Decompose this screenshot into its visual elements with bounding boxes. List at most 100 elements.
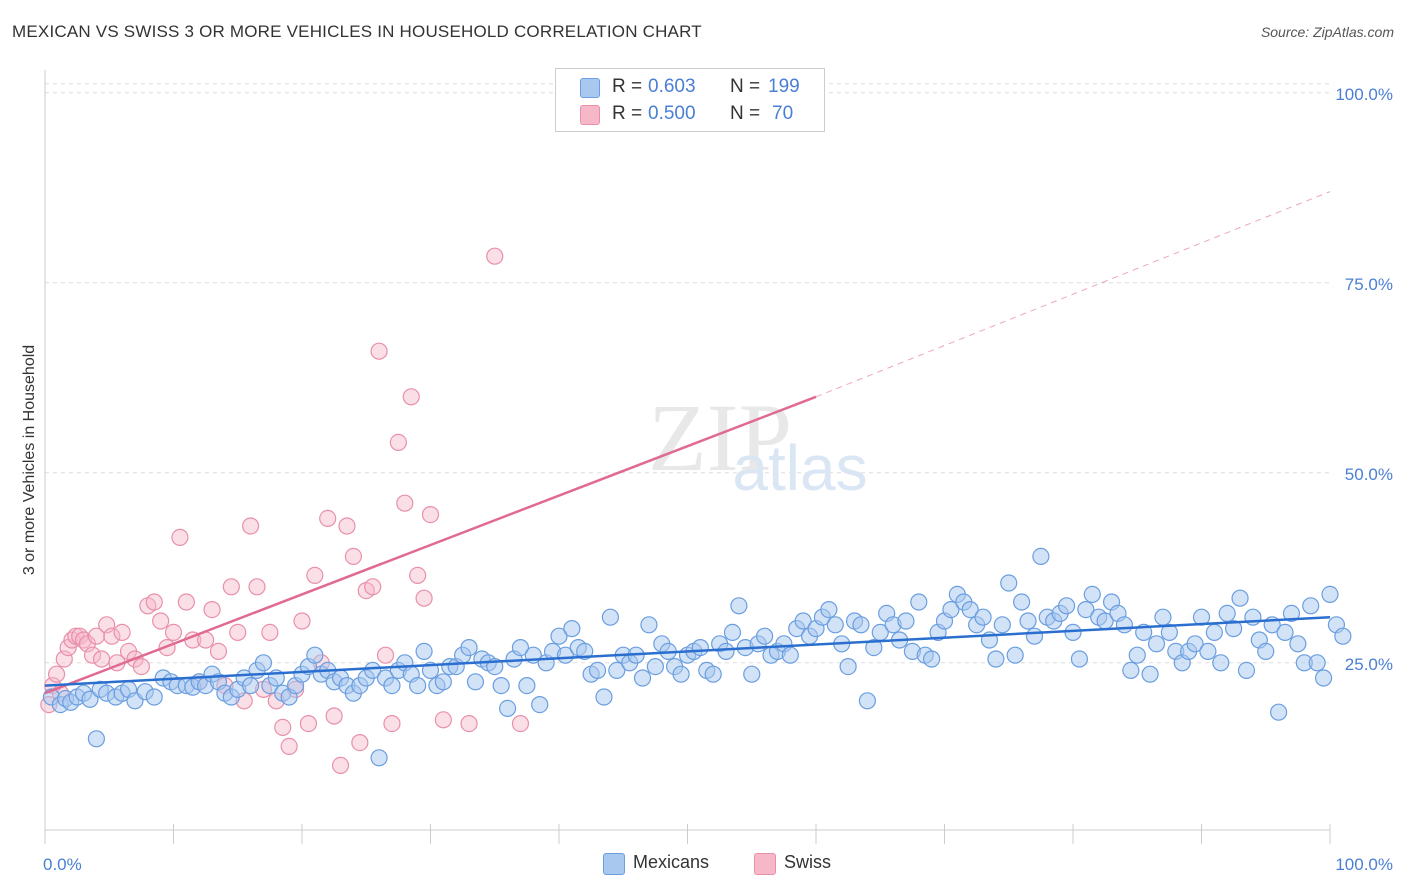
swiss-point: [396, 494, 414, 512]
swiss-point: [47, 665, 66, 683]
mexican-point: [1006, 646, 1024, 664]
swiss-point: [319, 509, 337, 528]
mexican-point: [563, 619, 581, 638]
swiss-point: [486, 247, 504, 265]
swiss-point: [376, 646, 395, 664]
swiss-point: [370, 342, 388, 360]
swiss-point: [280, 737, 298, 756]
mexican-point: [1186, 635, 1204, 653]
chart-title: MEXICAN VS SWISS 3 OR MORE VEHICLES IN H…: [12, 22, 702, 41]
mexican-point: [704, 665, 722, 683]
n-label: N =: [730, 103, 761, 124]
mexican-point: [1218, 604, 1236, 623]
mexican-point: [370, 749, 388, 767]
mexican-point: [460, 638, 478, 657]
mexican-point: [1032, 547, 1050, 566]
swiss-point: [242, 517, 260, 535]
mexican-point: [601, 608, 620, 626]
swiss-point: [83, 646, 102, 664]
watermark-zip: ZIP: [648, 384, 792, 491]
mexican-point: [1083, 585, 1101, 604]
swiss-point: [274, 718, 292, 737]
mexican-point: [1225, 619, 1243, 638]
mexican-point: [415, 642, 433, 661]
mexican-point: [1199, 642, 1217, 661]
n-value: 70: [772, 103, 794, 124]
x-tick-label: 0.0%: [43, 855, 82, 874]
swiss-point: [177, 593, 195, 611]
y-tick-label: 100.0%: [1335, 85, 1393, 104]
mexican-point: [1276, 623, 1294, 642]
watermark-atlas: atlas: [732, 432, 867, 504]
swiss-point: [293, 612, 311, 630]
mexican-point: [383, 676, 401, 695]
mexican-point: [1302, 597, 1320, 615]
mexican-point: [1269, 703, 1288, 721]
mexican-point: [633, 669, 652, 687]
swiss-point: [261, 623, 279, 642]
mexican-point: [306, 646, 324, 664]
mexican-point: [987, 650, 1005, 668]
mexicans-legend-swatch: [603, 853, 625, 875]
swiss-point: [113, 623, 131, 642]
mexican-point: [81, 690, 99, 708]
mexican-point: [858, 692, 877, 710]
mexican-point: [1314, 669, 1333, 687]
swiss-point: [409, 566, 427, 585]
mexican-trend-line: [44, 615, 1331, 687]
mexican-point: [531, 695, 549, 714]
mexican-point: [1231, 589, 1249, 607]
source-credit: Source: ZipAtlas.com: [1260, 24, 1394, 40]
mexican-point: [1212, 654, 1230, 672]
swiss-point: [248, 578, 266, 596]
mexican-point: [923, 650, 941, 668]
y-tick-label: 50.0%: [1345, 465, 1393, 484]
mexicans-swatch: [580, 78, 600, 98]
mexican-point: [974, 608, 992, 626]
grid-lines: [45, 83, 1330, 664]
mexican-point: [1282, 604, 1301, 623]
swiss-point: [421, 505, 440, 524]
mexican-point: [646, 657, 664, 676]
mexican-point: [588, 661, 607, 680]
swiss-point: [132, 657, 150, 676]
n-label: N =: [730, 76, 761, 97]
n-value: 199: [768, 76, 800, 97]
mexican-point: [1000, 574, 1018, 592]
swiss-point: [203, 600, 221, 619]
mexican-point: [1237, 661, 1256, 680]
mexican-point: [1128, 646, 1146, 664]
mexican-point: [364, 661, 382, 680]
swiss-point: [92, 650, 111, 668]
mexican-point: [1154, 608, 1172, 626]
swiss-point: [145, 593, 163, 611]
mexican-point: [839, 657, 857, 676]
mexican-point: [1160, 623, 1178, 642]
swiss-point: [344, 547, 362, 566]
mexican-point: [1019, 612, 1037, 630]
swiss-swatch: [580, 105, 600, 125]
mexican-point: [865, 638, 883, 657]
swiss-point: [511, 714, 530, 733]
swiss-point: [152, 612, 170, 630]
tick-labels: 25.0% 50.0% 75.0% 100.0% 0.0% 100.0%: [43, 85, 1393, 874]
swiss-point: [171, 528, 189, 547]
stats-legend: R = 0.603 N = 199 R = 0.500 N = 70: [555, 68, 825, 132]
mexican-point: [242, 676, 260, 695]
mexican-point: [1077, 600, 1095, 619]
mexican-point: [1321, 585, 1339, 604]
mexican-point: [1334, 627, 1352, 645]
swiss-point: [460, 714, 478, 733]
mexican-point: [781, 646, 799, 664]
mexican-point: [723, 623, 742, 642]
mexican-point: [691, 638, 709, 657]
trend-lines: [44, 191, 1331, 695]
mexican-point: [897, 612, 915, 630]
mexican-point: [145, 688, 163, 706]
y-tick-label: 25.0%: [1345, 655, 1393, 674]
mexican-point: [518, 676, 536, 695]
mexican-point: [1147, 635, 1166, 653]
x-tick-label: 100.0%: [1335, 855, 1393, 874]
mexican-point: [717, 642, 735, 661]
